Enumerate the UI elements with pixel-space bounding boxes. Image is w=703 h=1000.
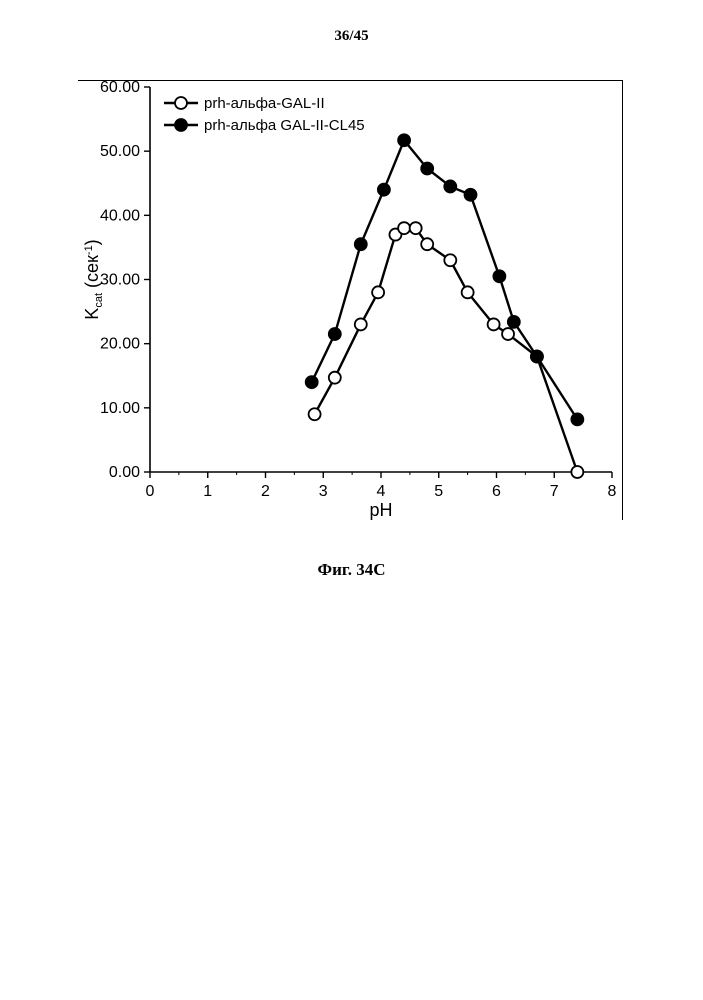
- series-marker-0: [488, 318, 500, 330]
- series-marker-1: [355, 238, 367, 250]
- x-tick-label: 1: [203, 483, 212, 500]
- series-line-1: [312, 140, 578, 419]
- series-marker-1: [465, 189, 477, 201]
- figure-caption: Фиг. 34C: [0, 560, 703, 580]
- legend-marker: [175, 119, 187, 131]
- series-marker-1: [508, 316, 520, 328]
- y-tick-label: 60.00: [100, 81, 140, 96]
- series-marker-0: [329, 372, 341, 384]
- series-marker-1: [398, 134, 410, 146]
- series-marker-1: [421, 162, 433, 174]
- x-tick-label: 2: [261, 483, 270, 500]
- x-tick-label: 5: [434, 483, 443, 500]
- line-chart-svg: 0.00 10.00 20.00 30.00 40.00 50.00 60.00 0 1 2 3 4 5…: [78, 81, 622, 520]
- legend-marker: [175, 97, 187, 109]
- x-tick-label: 0: [146, 483, 155, 500]
- series-marker-1: [531, 351, 543, 363]
- page: 36/45 0.00 10.00 20.00 30.00 40.00 50.00 60.00…: [0, 0, 703, 1000]
- chart-container: 0.00 10.00 20.00 30.00 40.00 50.00 60.00 0 1 2 3 4 5…: [78, 80, 623, 520]
- y-tick-label: 50.00: [100, 143, 140, 160]
- series-marker-0: [372, 286, 384, 298]
- x-tick-label: 4: [377, 483, 386, 500]
- x-tick-label: 6: [492, 483, 501, 500]
- y-axis-label: Kcat (сек-1): [82, 239, 105, 319]
- series-marker-0: [410, 222, 422, 234]
- series-marker-1: [571, 413, 583, 425]
- y-tick-label: 0.00: [109, 464, 140, 481]
- x-tick-label: 8: [608, 483, 617, 500]
- y-tick-label: 10.00: [100, 400, 140, 417]
- series-marker-0: [444, 254, 456, 266]
- series-marker-0: [309, 408, 321, 420]
- y-tick-label: 30.00: [100, 272, 140, 289]
- x-tick-label: 3: [319, 483, 328, 500]
- legend-label: prh-альфа-GAL-II: [204, 95, 325, 112]
- page-number: 36/45: [0, 28, 703, 45]
- series-marker-1: [493, 270, 505, 282]
- series-marker-0: [421, 238, 433, 250]
- series-marker-0: [462, 286, 474, 298]
- y-tick-label: 20.00: [100, 336, 140, 353]
- x-tick-label: 7: [550, 483, 559, 500]
- series-marker-1: [329, 328, 341, 340]
- series-marker-1: [306, 376, 318, 388]
- legend-label: prh-альфа GAL-II-CL45: [204, 117, 365, 134]
- y-tick-label: 40.00: [100, 207, 140, 224]
- series-marker-0: [355, 318, 367, 330]
- series-marker-1: [378, 184, 390, 196]
- series-marker-0: [502, 328, 514, 340]
- series-marker-0: [571, 466, 583, 478]
- series-marker-0: [398, 222, 410, 234]
- series-marker-1: [444, 180, 456, 192]
- legend: prh-альфа-GAL-II prh-альфа GAL-II-CL45: [164, 95, 365, 134]
- x-axis-label: pH: [369, 500, 392, 520]
